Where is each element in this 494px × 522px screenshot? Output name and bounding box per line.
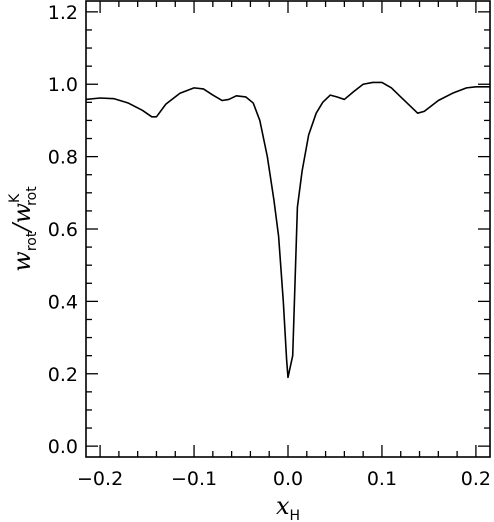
y-axis-label: wrot/wKrot xyxy=(7,186,40,272)
x-tick-label: 0.1 xyxy=(367,468,397,490)
tick-labels: −0.2 −0.1 0.0 0.1 0.2 0.0 0.2 0.4 0.6 0.8 1.0 1.2 xyxy=(48,2,491,490)
x-tick-label: −0.2 xyxy=(77,468,123,490)
y-axis-label-slash: / xyxy=(8,221,36,234)
y-tick-label: 0.2 xyxy=(48,364,78,386)
plot-frame xyxy=(85,0,491,458)
x-tick-label: 0.2 xyxy=(461,468,491,490)
y-tick-label: 0.6 xyxy=(48,219,78,241)
x-tick-label: 0.0 xyxy=(273,468,303,490)
y-axis-label-sub-2: rot xyxy=(24,186,40,206)
y-axis-label-main: w xyxy=(8,251,36,272)
y-tick-label: 0.4 xyxy=(48,291,78,313)
x-axis-label-main: x xyxy=(276,492,290,520)
y-axis-label-main-2: w xyxy=(8,203,36,224)
series-line xyxy=(85,81,490,379)
y-tick-label: 0.8 xyxy=(48,147,78,169)
y-axis-label-sup: K xyxy=(7,193,23,203)
axis-ticks xyxy=(86,1,490,457)
x-axis-label: xH xyxy=(276,492,300,522)
y-tick-label: 0.0 xyxy=(48,436,78,458)
y-tick-label: 1.0 xyxy=(48,74,78,96)
x-axis-label-sub: H xyxy=(290,508,301,522)
x-tick-label: −0.1 xyxy=(171,468,217,490)
y-axis-label-sub: rot xyxy=(24,231,40,251)
y-tick-label: 1.2 xyxy=(48,2,78,24)
